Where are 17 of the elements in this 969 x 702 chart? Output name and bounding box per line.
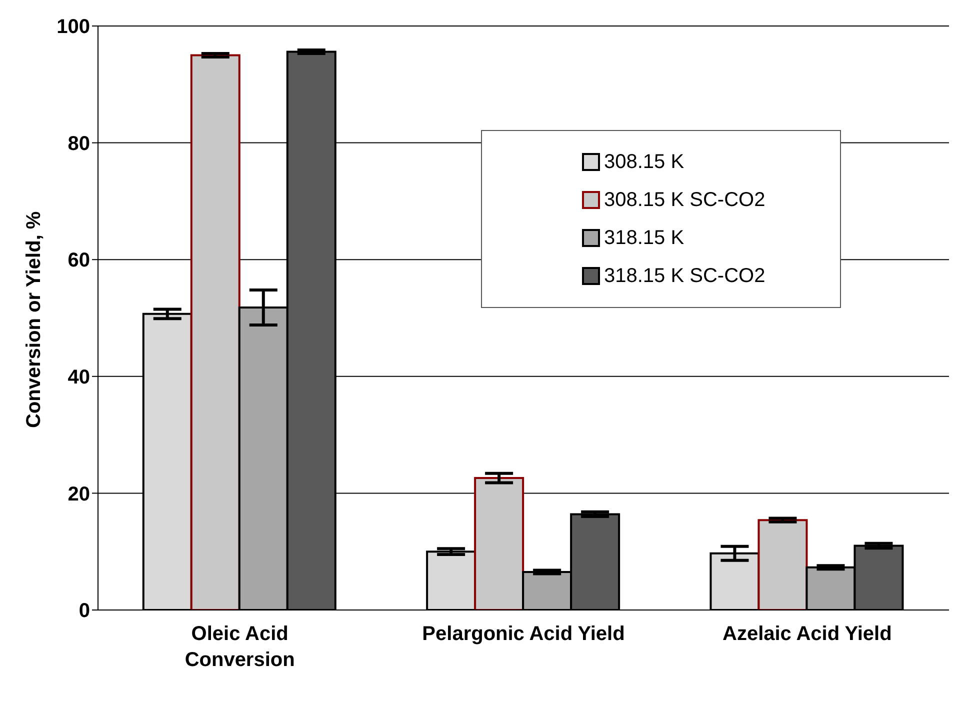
y-tick-label: 80 [68,132,90,155]
bar [474,477,524,610]
y-tick-label: 100 [56,16,90,38]
x-tick-label: Azelaic Acid Yield [722,623,892,645]
x-tick-label: Oleic Acid Conversion [184,623,295,671]
y-axis-title: Conversion or Yield, % [23,211,46,428]
legend-label: 308.15 K SC-CO2 [604,188,766,213]
bar [758,519,808,610]
legend-label: 318.15 K [604,226,684,251]
y-tick-label: 40 [68,366,90,388]
y-tick-label: 20 [68,483,90,506]
legend-label: 308.15 K [604,150,684,175]
y-tick-label: 60 [68,250,90,272]
x-tick-label: Pelargonic Acid Yield [422,623,625,645]
y-tick-label: 0 [78,600,90,622]
bar [190,54,240,610]
legend-label: 318.15 K SC-CO2 [604,264,766,289]
